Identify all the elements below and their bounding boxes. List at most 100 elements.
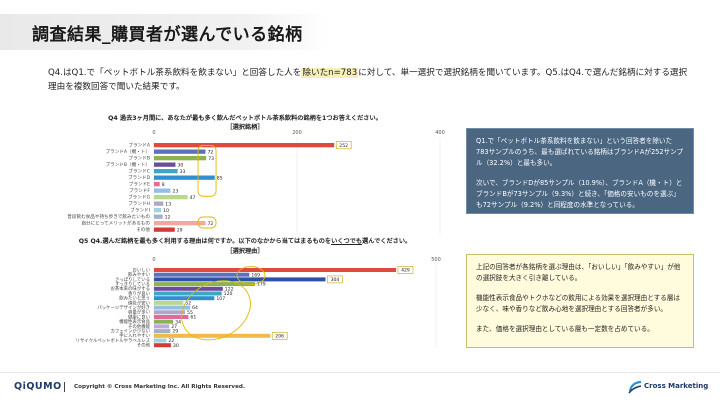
- intro-text: Q4.はQ1.で「ペットボトル茶系飲料を飲まない」と回答した人を除いたn=783…: [48, 68, 688, 92]
- chart2-category-label: 値段が安い: [128, 299, 151, 306]
- chart2-category-label: 機能性表示食品: [119, 318, 150, 325]
- chart1-data-label: 33: [180, 169, 186, 175]
- footer-separator: [64, 382, 65, 392]
- chart2-category-label: 健康に良い: [128, 313, 151, 320]
- chart1-data-label-box: [335, 141, 352, 150]
- chart1-data-label: 23: [172, 188, 178, 194]
- chart2-category-label: さっぱりしている: [115, 276, 150, 283]
- chart1-category-label: ブランドB: [128, 155, 150, 162]
- chart1-category-label: ブランドC: [128, 168, 150, 175]
- chart2-data-label: 429: [401, 268, 410, 274]
- chart2-data-label: 120: [224, 291, 233, 297]
- chart1-data-label: 10: [163, 208, 169, 214]
- chart2-highlight-ellipse: [181, 280, 251, 341]
- chart1-category-label: ブランドI: [130, 207, 150, 214]
- chart1-bar: [154, 221, 206, 226]
- chart2-tick-label: 500: [431, 257, 441, 263]
- chart1-bar: [154, 169, 178, 174]
- chart1-category-label: 普段飲む食品や持ち歩きで飲みたいもの: [67, 213, 150, 220]
- chart1-bar: [154, 188, 171, 193]
- chart1-category-label: ブランドD: [128, 174, 150, 181]
- chart1-category-label: ブランドH: [128, 200, 150, 207]
- summary-brands-p1: Q1.で「ペットボトル茶系飲料を飲まない」という回答者を除いた783サンプルのう…: [476, 137, 684, 167]
- chart1-data-label: 30: [177, 162, 183, 168]
- chart2-category-label: 香りが良い: [128, 290, 151, 297]
- chart2-bar: [154, 338, 167, 343]
- chart1-category-label: ブランドG: [128, 194, 150, 201]
- chart2-data-label: 122: [225, 286, 234, 292]
- chart2-bar: [154, 319, 174, 324]
- chart2-category-label: お茶本来の味がする: [110, 285, 150, 292]
- chart2-bar: [154, 329, 171, 334]
- chart2-category-label: すっきりしている: [115, 281, 150, 288]
- chart1-data-label: 73: [208, 156, 214, 162]
- chart2-subtitle: ［選択理由］: [226, 248, 264, 255]
- chart1-category-label: ブランドB（機・ト）: [106, 161, 151, 168]
- chart1-data-label: 47: [190, 195, 196, 201]
- chart1-bar: [154, 162, 176, 167]
- chart2-data-label: 52: [185, 301, 191, 307]
- chart2-data-label: 27: [171, 324, 177, 330]
- summary-box-brands: Q1.で「ペットボトル茶系飲料を飲まない」という回答者を除いた783サンプルのう…: [466, 128, 694, 214]
- chart1-tick-label: 200: [292, 130, 302, 136]
- chart1-data-label: 85: [217, 175, 223, 181]
- chart2-category-label: その他機能: [128, 323, 151, 330]
- cross-marketing-text: Cross Marketing: [644, 382, 709, 390]
- chart2-bar: [154, 305, 191, 310]
- cross-marketing-mark-icon: [628, 380, 642, 394]
- chart2-data-label: 61: [190, 315, 196, 321]
- chart2-data-label: 30: [173, 343, 179, 349]
- chart1-bar: [154, 208, 162, 213]
- chart2-category-label: 容量が多い: [128, 309, 151, 316]
- chart1-bar: [154, 182, 160, 187]
- chart2-bar: [154, 286, 223, 291]
- chart2-data-label-box: [327, 275, 343, 284]
- chart2-data-label: 34: [175, 319, 181, 325]
- summary-reasons-p2: 機能性表示食品やトクホなどの飲用による効果を選択理由とする層は少なく、味や香りな…: [476, 294, 681, 313]
- chart2-bar: [154, 310, 186, 315]
- chart1-data-label: 13: [165, 201, 171, 207]
- chart2-data-label-box: [397, 266, 414, 274]
- chart1-highlight-ellipse: [197, 145, 217, 197]
- chart2-category-label: 飲みたいと思う: [119, 295, 150, 302]
- page-title: 調査結果_購買者が選んでいる銘柄: [32, 25, 303, 45]
- chart1-category-label: ブランドE: [129, 181, 150, 188]
- chart2-title: Q5 Q4.選んだ銘柄を最も多く利用する理由は何ですか。以下のなかから当てはまる…: [78, 238, 412, 245]
- chart2-bar: [154, 296, 215, 301]
- title-band: [0, 14, 330, 50]
- chart2-category-label: おいしい: [132, 266, 150, 273]
- chart1-bar: [154, 149, 206, 154]
- chart2-data-label: 22: [168, 338, 174, 344]
- chart1-data-label: 29: [177, 227, 183, 233]
- footer-divider: [0, 372, 720, 373]
- chart1-bar: [154, 195, 188, 200]
- chart1-category-label: ブランドF: [129, 187, 150, 194]
- chart1-title: Q4 過去3ヶ月間に、あなたが最も多く飲んだペットボトル茶系飲料の銘柄を1つお答…: [108, 115, 382, 122]
- chart2-category-label: 手に入れやすい: [119, 332, 150, 339]
- chart1-tick-label: 400: [435, 130, 445, 136]
- cross-marketing-logo: Cross Marketing: [628, 380, 710, 394]
- chart1-bar: [154, 227, 175, 232]
- chart2-data-label: 29: [172, 329, 178, 335]
- chart1-bar: [154, 156, 207, 161]
- chart1-category-label: ブランドA（機・ト）: [106, 148, 151, 155]
- chart1-data-label: 72: [207, 221, 213, 227]
- chart1-data-label: 8: [162, 182, 165, 188]
- chart2-category-label: パッケージデザインが好き: [97, 304, 150, 311]
- chart1-subtitle: ［選択銘柄］: [226, 124, 264, 131]
- chart2-bar: [154, 282, 255, 287]
- chart1-bar: [154, 201, 164, 206]
- chart2-data-label: 107: [216, 296, 225, 302]
- chart1-data-label: 72: [207, 149, 213, 155]
- chart2-data-label: 55: [187, 310, 193, 316]
- copyright-text: Copyright © Cross Marketing Inc. All Rig…: [74, 384, 246, 390]
- chart2-data-label: 64: [192, 305, 198, 311]
- chart2-bar: [154, 268, 396, 272]
- chart2-data-label-box: [271, 331, 288, 340]
- chart2-category-label: リサイクルペットボトルやラベルレス: [76, 337, 150, 344]
- chart2-highlight-ellipse: [236, 266, 266, 285]
- chart2-bar: [154, 315, 189, 319]
- chart2-bar: [154, 272, 250, 277]
- chart1-bar: [154, 214, 163, 219]
